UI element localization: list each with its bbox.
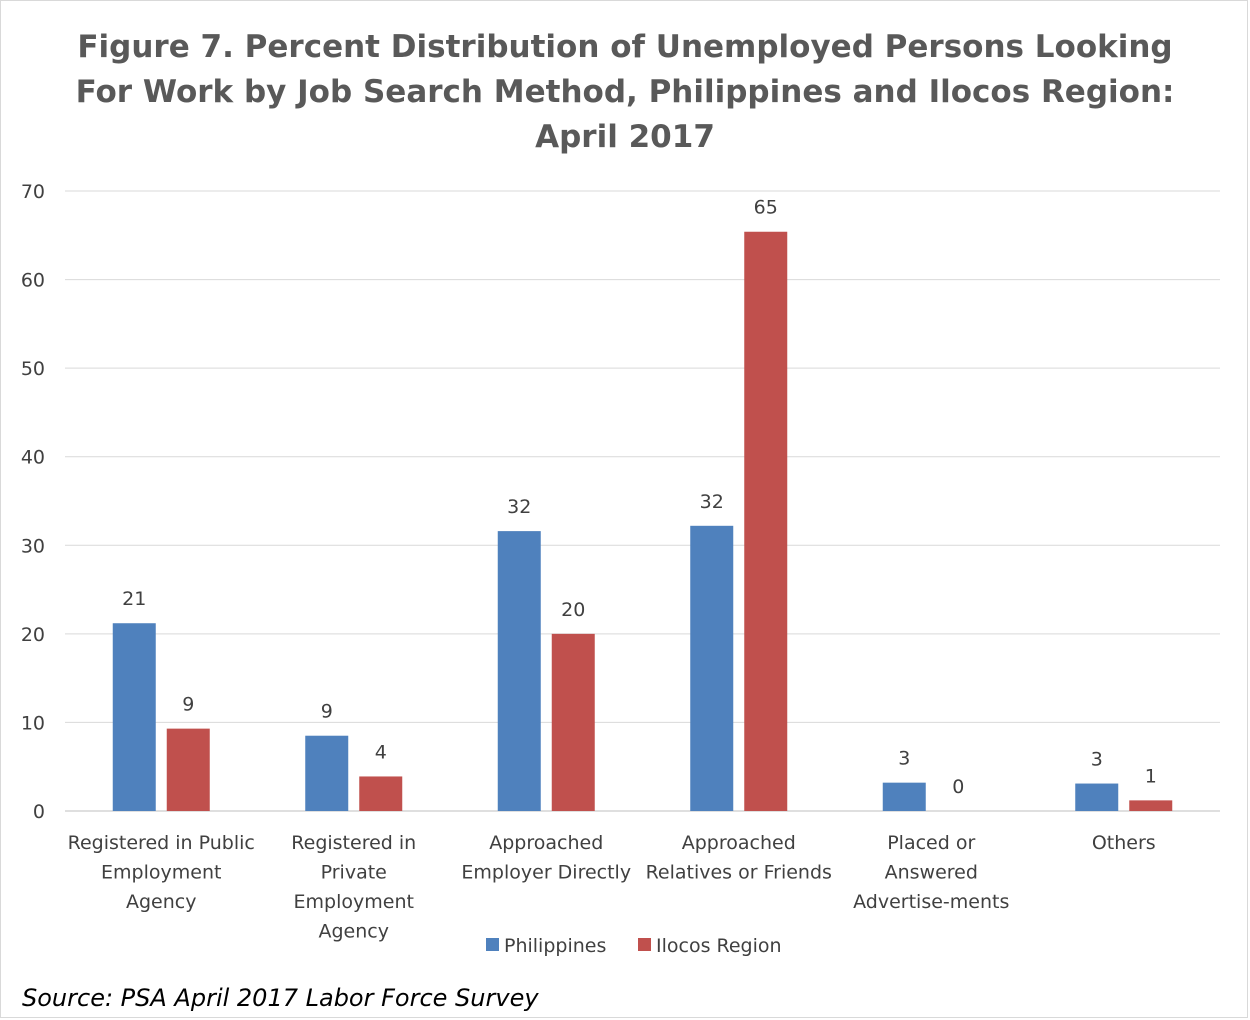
category-label: Registered in Public	[68, 832, 255, 854]
chart-title: Figure 7. Percent Distribution of Unempl…	[76, 29, 1175, 155]
chart-title-line: For Work by Job Search Method, Philippin…	[76, 74, 1175, 110]
y-tick-label: 0	[33, 801, 45, 823]
data-label: 0	[952, 776, 964, 798]
category-label: Agency	[319, 921, 389, 943]
category-label: Approached	[489, 832, 603, 854]
legend-swatch	[638, 938, 651, 951]
bars	[112, 231, 1173, 811]
category-label: Employment	[294, 891, 414, 913]
chart-title-line: April 2017	[535, 119, 715, 155]
x-axis-categories: Registered in Public Employment Agency Regi…	[68, 832, 1156, 943]
bar-ilocos-region	[551, 633, 595, 811]
gridlines	[65, 190, 1220, 812]
legend-label: Ilocos Region	[656, 935, 782, 957]
bar-philippines	[1075, 783, 1119, 811]
bar-ilocos-region	[1129, 800, 1173, 811]
category-label: Private	[321, 862, 387, 884]
y-tick-label: 50	[21, 358, 45, 380]
category-label: Advertise-ments	[853, 891, 1009, 913]
source-note: Source: PSA April 2017 Labor Force Surve…	[22, 984, 539, 1012]
data-label: 65	[754, 197, 778, 219]
legend: Philippines Ilocos Region	[486, 935, 782, 957]
data-label: 32	[507, 496, 531, 518]
data-label: 3	[898, 748, 910, 770]
data-label: 1	[1145, 765, 1157, 787]
category-label: Registered in	[291, 832, 416, 854]
bar-philippines	[112, 623, 156, 811]
y-tick-label: 30	[21, 535, 45, 557]
category-label: Employment	[101, 862, 221, 884]
bar-ilocos-region	[359, 776, 403, 811]
bar-ilocos-region	[166, 728, 210, 811]
bar-philippines	[690, 525, 734, 811]
y-tick-label: 60	[21, 270, 45, 292]
y-tick-label: 70	[21, 181, 45, 203]
data-label: 4	[375, 741, 387, 763]
chart-title-line: Figure 7. Percent Distribution of Unempl…	[77, 29, 1172, 65]
legend-swatch	[486, 938, 499, 951]
y-axis-ticks: 0 10 20 30 40 50 60 70	[21, 181, 45, 823]
data-label: 21	[122, 588, 146, 610]
data-label: 3	[1091, 749, 1103, 771]
y-tick-label: 20	[21, 624, 45, 646]
category-label: Agency	[126, 891, 196, 913]
data-label: 9	[321, 701, 333, 723]
category-label: Relatives or Friends	[646, 862, 832, 884]
data-label: 32	[700, 491, 724, 513]
category-label: Answered	[885, 862, 978, 884]
data-label: 9	[182, 694, 194, 716]
legend-label: Philippines	[504, 935, 606, 957]
y-tick-label: 10	[21, 712, 45, 734]
category-label: Approached	[682, 832, 796, 854]
data-labels: 21 9 32 32 3 3 9 4 20 65 0 1	[122, 197, 1157, 798]
data-label: 20	[561, 599, 585, 621]
y-tick-label: 40	[21, 447, 45, 469]
category-label: Employer Directly	[461, 862, 631, 884]
bar-philippines	[882, 782, 926, 811]
category-label: Others	[1092, 832, 1156, 854]
bar-philippines	[497, 531, 541, 811]
bar-ilocos-region	[744, 231, 788, 811]
bar-philippines	[305, 735, 349, 811]
category-label: Placed or	[887, 832, 975, 854]
